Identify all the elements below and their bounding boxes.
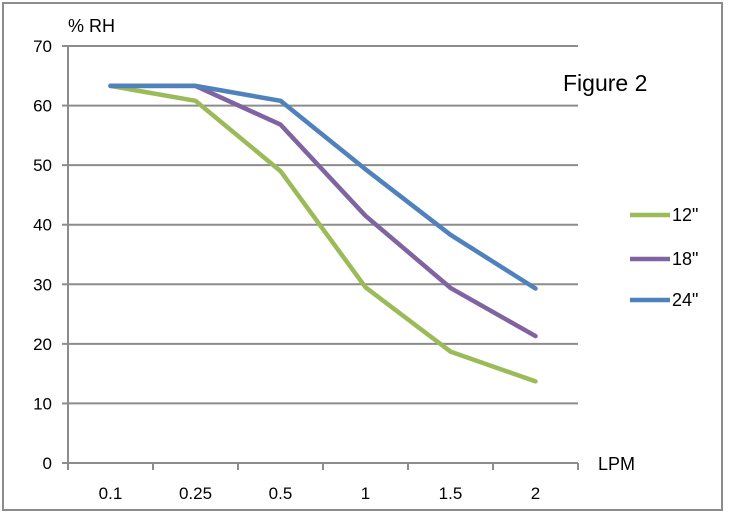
axes: [62, 45, 579, 470]
tick-labels: 0 10 20 30 40 50 60 70 0.1 0.25 0.5 1 1.5 2: [33, 37, 540, 503]
x-tick-label: 0.1: [99, 484, 123, 503]
legend-label-1: 12": [672, 205, 698, 225]
legend-label-3: 24": [672, 290, 698, 310]
y-tick-label: 30: [33, 275, 52, 294]
chart-title: Figure 2: [563, 70, 647, 96]
gridlines: [68, 45, 578, 405]
series-lines: [108, 83, 538, 384]
legend-label-2: 18": [672, 249, 698, 269]
legend: 12" 18" 24": [630, 205, 698, 310]
x-tick-label: 0.5: [269, 484, 293, 503]
x-tick-label: 1: [361, 484, 370, 503]
x-tick-label: 1.5: [439, 484, 463, 503]
y-tick-label: 20: [33, 335, 52, 354]
x-tick-label: 0.25: [179, 484, 212, 503]
x-axis-label: LPM: [598, 454, 635, 474]
series-line-2: [108, 83, 538, 339]
y-tick-label: 10: [33, 394, 52, 413]
y-tick-label: 70: [33, 37, 52, 56]
series-line-3: [108, 83, 538, 291]
y-tick-label: 50: [33, 156, 52, 175]
y-axis-label: % RH: [68, 16, 115, 36]
y-tick-label: 0: [43, 454, 52, 473]
y-tick-label: 60: [33, 97, 52, 116]
y-tick-label: 40: [33, 216, 52, 235]
x-tick-label: 2: [531, 484, 540, 503]
series-line-1: [108, 83, 538, 384]
